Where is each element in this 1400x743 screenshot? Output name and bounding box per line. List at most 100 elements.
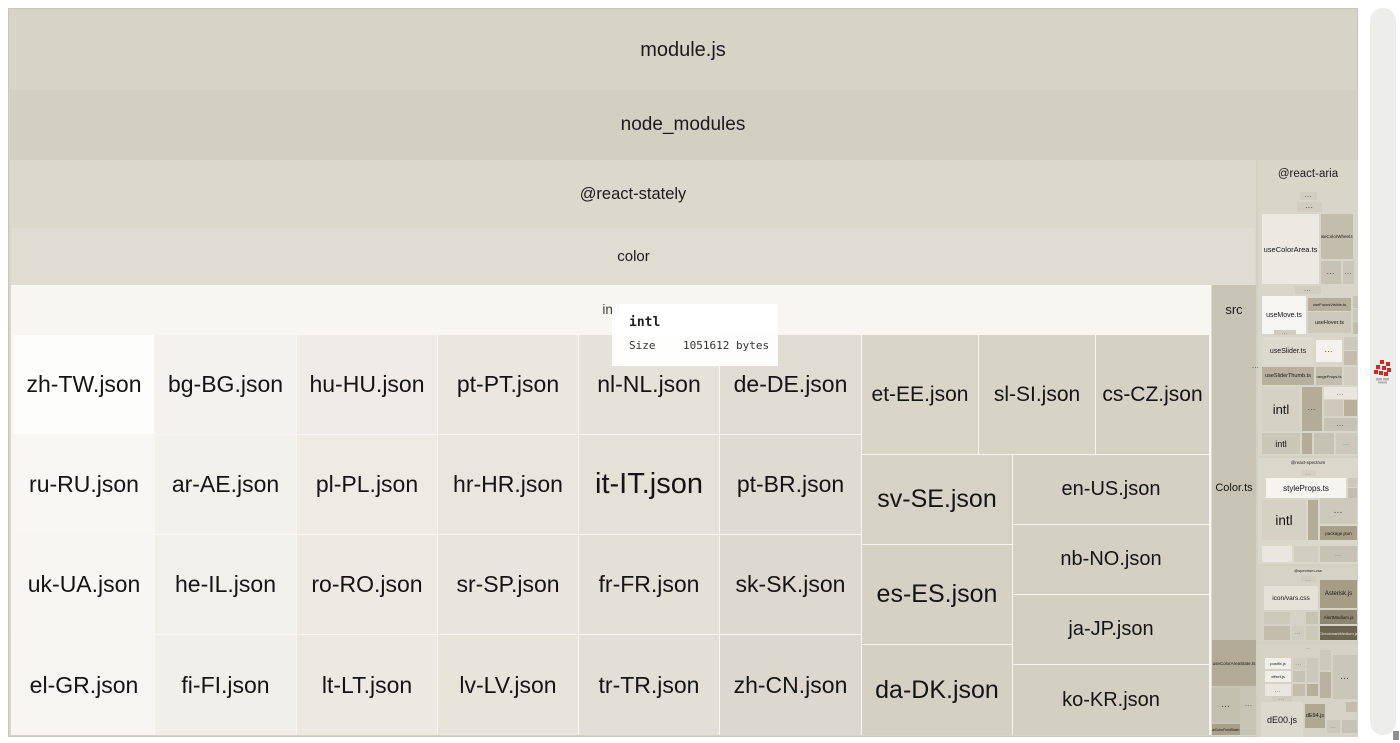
cell-aria-more[interactable]: ...: [1300, 192, 1317, 200]
cell-hu-hu-json[interactable]: hu-HU.json: [297, 335, 437, 434]
cell-aria-more-5[interactable]: ...: [1295, 286, 1321, 294]
cell-use-move-ts[interactable]: useMove.ts: [1262, 296, 1306, 334]
cell-package-json[interactable]: package.json: [1320, 526, 1357, 540]
cell-use-color-area-state-ts[interactable]: useColorAreaState.ts: [1212, 640, 1256, 686]
cell-spectrum-intl[interactable]: intl: [1262, 500, 1306, 540]
cell-pt-pt-json[interactable]: pt-PT.json: [438, 335, 578, 434]
cell-en-us-json[interactable]: en-US.json: [1013, 455, 1209, 524]
cell-css-more[interactable]: ...: [1301, 576, 1316, 582]
cell-use-slider-thumb-ts[interactable]: useSliderThumb.ts: [1262, 367, 1314, 385]
carrotsearch-logo-icon[interactable]: [1374, 359, 1392, 384]
cell-use-focus-visible-ts[interactable]: useFocusVisible.ts: [1308, 298, 1351, 311]
cell-aria-more-4[interactable]: ...: [1343, 261, 1354, 284]
cell-it-it-json[interactable]: it-IT.json: [579, 435, 719, 534]
treemap-cell-micro[interactable]: [1302, 433, 1312, 454]
cell-uk-ua-json[interactable]: uk-UA.json: [14, 535, 154, 634]
treemap-cell-micro[interactable]: [1262, 546, 1292, 562]
cell-sl-si-json[interactable]: sl-SI.json: [979, 335, 1095, 454]
cell-de-de-json[interactable]: de-DE.json: [720, 335, 861, 434]
treemap-cell-micro[interactable]: [1346, 702, 1357, 712]
cell-he-il-json[interactable]: he-IL.json: [155, 535, 296, 634]
treemap-cell-micro[interactable]: [1342, 720, 1357, 733]
cell-src-more-2[interactable]: ...: [1242, 696, 1256, 714]
cell-color-ts[interactable]: Color.ts: [1212, 337, 1256, 638]
cell-util-more-4[interactable]: ...: [1272, 696, 1292, 701]
treemap-cell-micro[interactable]: [1307, 658, 1318, 682]
cell-zh-tw-json[interactable]: zh-TW.json: [14, 335, 154, 434]
cell-ru-ru-json[interactable]: ru-RU.json: [14, 435, 154, 534]
cell-fr-fr-json[interactable]: fr-FR.json: [579, 535, 719, 634]
treemap-cell-micro[interactable]: [1320, 650, 1331, 670]
treemap-cell-micro[interactable]: [1264, 626, 1290, 640]
treemap-cell-micro[interactable]: [1293, 684, 1305, 696]
cell-use-hover-ts[interactable]: useHover.ts: [1308, 312, 1351, 333]
treemap-cell-micro[interactable]: [1353, 296, 1358, 308]
cell-spectrum-more[interactable]: ...: [1301, 470, 1316, 476]
cell-aria-more-9[interactable]: ...: [1324, 387, 1357, 399]
cell-checkmark-medium-js[interactable]: CheckmarkMedium.js: [1320, 626, 1357, 640]
treemap-cell-micro[interactable]: [1333, 702, 1344, 712]
collapsed-cells-indicator[interactable]: ...: [1252, 364, 1260, 370]
cell-util-more-5[interactable]: ...: [1327, 720, 1340, 733]
cell-sr-sp-json[interactable]: sr-SP.json: [438, 535, 578, 634]
cell-ar-ae-json[interactable]: ar-AE.json: [155, 435, 296, 534]
cell-aria-intl-2[interactable]: intl: [1262, 433, 1300, 454]
cell-zh-cn-json[interactable]: zh-CN.json: [720, 635, 861, 735]
cell-tr-tr-json[interactable]: tr-TR.json: [579, 635, 719, 735]
cell-ro-ro-json[interactable]: ro-RO.json: [297, 535, 437, 634]
cell-use-color-wheel-ts[interactable]: useColorWheel.ts: [1321, 214, 1353, 259]
cell-ja-jp-json[interactable]: ja-JP.json: [1013, 595, 1209, 664]
treemap-cell-micro[interactable]: [1344, 367, 1357, 385]
treemap-cell-micro[interactable]: [1320, 672, 1331, 698]
treemap-cell-micro[interactable]: [1353, 322, 1358, 334]
cell-de00-js[interactable]: dE00.js: [1261, 702, 1303, 737]
cell-aria-more-8[interactable]: ...: [1302, 387, 1322, 431]
cell-lt-lt-json[interactable]: lt-LT.json: [297, 635, 437, 735]
treemap-cell-micro[interactable]: [1353, 309, 1358, 321]
treemap-cell-micro[interactable]: [1348, 478, 1357, 487]
cell-lv-lv-json[interactable]: lv-LV.json: [438, 635, 578, 735]
cell-icon-vars-css[interactable]: icon/vars.css: [1264, 586, 1318, 610]
treemap-cell-micro[interactable]: [1344, 351, 1357, 365]
cell-aria-intl[interactable]: intl: [1262, 387, 1300, 431]
treemap-cell-micro[interactable]: [1344, 400, 1357, 416]
treemap-cell-micro[interactable]: [1306, 626, 1318, 640]
cell-use-color-field-state-ts[interactable]: useColorFieldState.ts: [1212, 724, 1240, 735]
cell-use-color-area-ts[interactable]: useColorArea.ts: [1262, 214, 1319, 284]
cell-aria-more-6[interactable]: ...: [1274, 330, 1296, 335]
cell-hr-hr-json[interactable]: hr-HR.json: [438, 435, 578, 534]
treemap-cell-micro[interactable]: [1324, 400, 1343, 416]
cell-asterisk-js[interactable]: Asterisk.js: [1320, 580, 1357, 608]
cell-util-more-2[interactable]: ...: [1265, 684, 1291, 696]
cell-range-props-ts[interactable]: rangeProps.ts: [1316, 367, 1342, 385]
cell-bg-bg-json[interactable]: bg-BG.json: [155, 335, 296, 434]
cell-pt-br-json[interactable]: pt-BR.json: [720, 435, 861, 534]
treemap-cell-micro[interactable]: [1264, 612, 1290, 624]
treemap-cell-micro[interactable]: [1308, 500, 1318, 540]
treemap-cell-micro[interactable]: [1306, 612, 1318, 624]
treemap-cell-micro[interactable]: [1348, 488, 1357, 498]
cell-style-props-ts[interactable]: styleProps.ts: [1266, 478, 1346, 498]
treemap-cell-micro[interactable]: [1314, 433, 1334, 454]
cell-ko-kr-json[interactable]: ko-KR.json: [1013, 665, 1209, 735]
cell-el-gr-json[interactable]: el-GR.json: [14, 635, 154, 735]
cell-aria-more-10[interactable]: ...: [1324, 418, 1357, 431]
cell-css-more-2[interactable]: ...: [1292, 626, 1304, 640]
cell-pl-pl-json[interactable]: pl-PL.json: [297, 435, 437, 534]
cell-aria-more-3[interactable]: ...: [1321, 261, 1341, 284]
cell-src-more[interactable]: ...: [1212, 688, 1240, 722]
treemap-cell-micro[interactable]: [1307, 684, 1318, 696]
cell-da-dk-json[interactable]: da-DK.json: [862, 645, 1012, 735]
cell-postfix-js[interactable]: postfix.js: [1265, 658, 1291, 669]
treemap-cell-micro[interactable]: [1293, 671, 1305, 682]
cell-aria-more-7[interactable]: ...: [1316, 340, 1342, 362]
cell-aria-more-2[interactable]: ...: [1297, 202, 1322, 212]
cell-util-more-3[interactable]: ...: [1333, 655, 1357, 699]
cell-alert-medium-js[interactable]: AlertMedium.js: [1320, 610, 1357, 624]
cell-fi-fi-json[interactable]: fi-FI.json: [155, 635, 296, 735]
cell-use-slider-ts[interactable]: useSlider.ts: [1262, 337, 1314, 365]
treemap-cell-micro[interactable]: [1294, 546, 1318, 562]
cell-cs-cz-json[interactable]: cs-CZ.json: [1096, 335, 1209, 454]
treemap-cell-micro[interactable]: [1344, 337, 1357, 350]
treemap-cell-micro[interactable]: [1292, 612, 1304, 624]
